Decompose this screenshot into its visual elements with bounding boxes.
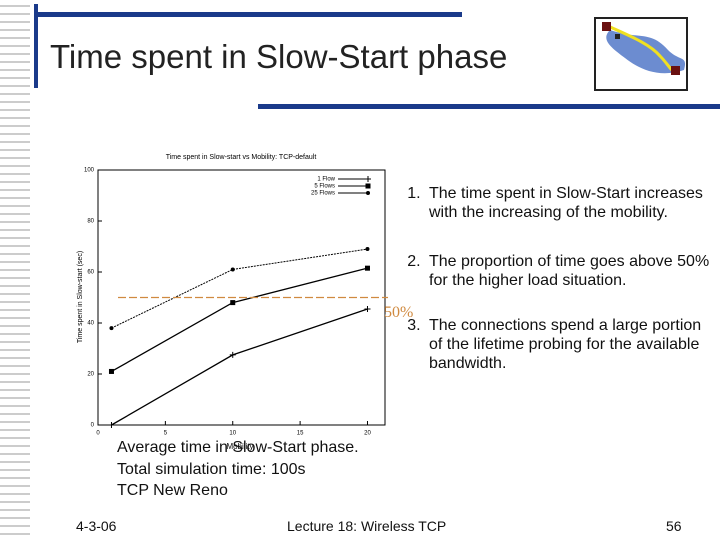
x-tick-label: 15 xyxy=(297,431,304,437)
y-tick-label: 100 xyxy=(84,168,95,174)
marker xyxy=(364,265,370,271)
slide-title: Time spent in Slow-Start phase xyxy=(50,38,508,75)
marker xyxy=(108,368,114,374)
y-axis-label: Time spent in Slow-start (sec) xyxy=(77,251,84,343)
caption: Total simulation time: 100s xyxy=(117,461,306,478)
caption: TCP New Reno xyxy=(117,482,228,499)
legend-marker xyxy=(365,176,371,182)
bullet: The proportion of time goes above 50% fo… xyxy=(425,252,717,290)
bullet: The connections spend a large portion of… xyxy=(425,316,717,373)
x-tick-label: 20 xyxy=(364,431,371,437)
series-line xyxy=(111,267,368,373)
legend-label: 5 Flows xyxy=(314,184,335,190)
footer-date: 4-3-06 xyxy=(76,518,117,534)
y-tick-label: 0 xyxy=(91,423,95,429)
legend-marker xyxy=(366,191,370,195)
marker xyxy=(108,422,115,428)
x-tick-label: 10 xyxy=(229,431,236,437)
series-line xyxy=(111,248,368,329)
marker xyxy=(364,305,371,312)
x-tick-label: 5 xyxy=(164,431,168,437)
y-tick-label: 60 xyxy=(87,270,94,276)
bullet-list: The time spent in Slow-Start increases w… xyxy=(398,184,717,403)
footer-page: 56 xyxy=(666,518,682,534)
legend-label: 25 Flows xyxy=(311,191,335,197)
marker xyxy=(230,267,235,272)
legend-label: 1 Flow xyxy=(317,177,335,183)
y-tick-label: 40 xyxy=(87,321,94,327)
bullet: The time spent in Slow-Start increases w… xyxy=(425,184,717,222)
reference-label: 50% xyxy=(384,304,413,321)
marker xyxy=(109,326,114,331)
marker xyxy=(365,247,370,252)
chart-title: Time spent in Slow-start vs Mobility: TC… xyxy=(166,154,317,161)
footer-lecture: Lecture 18: Wireless TCP xyxy=(287,518,447,534)
x-tick-label: 0 xyxy=(96,431,100,437)
y-tick-label: 80 xyxy=(87,219,94,225)
marker xyxy=(230,300,236,306)
series-line xyxy=(111,308,368,426)
y-tick-label: 20 xyxy=(87,372,94,378)
x-axis-label: Mobility xyxy=(226,442,253,451)
marker xyxy=(229,351,236,358)
legend-marker xyxy=(365,183,371,189)
caption: Average time in Slow-Start phase. xyxy=(117,439,359,456)
